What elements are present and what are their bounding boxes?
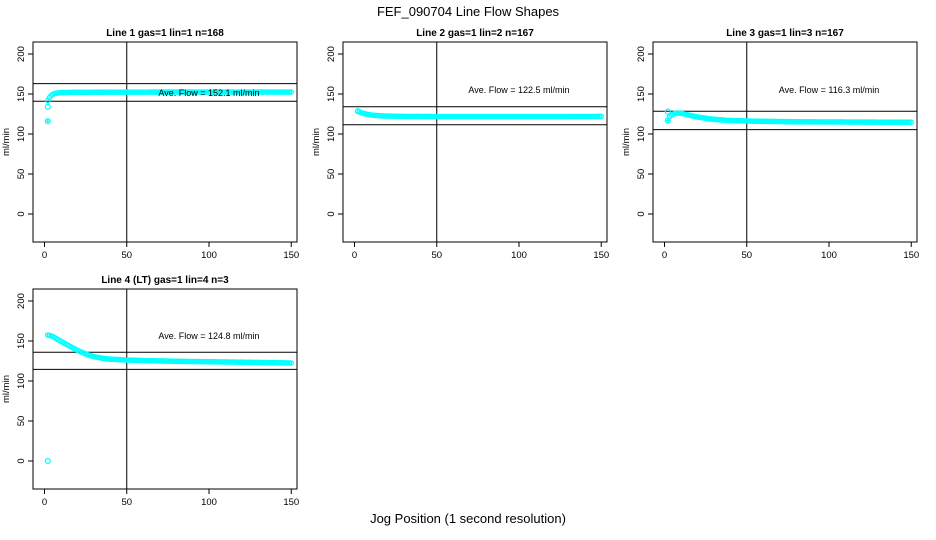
subplot-svg: 0 50 100 150 0 50 100 150 200 ml/min Line 4 (LT) g… (1, 275, 299, 508)
outlier-points (664, 108, 671, 124)
y-tick-label: 0 (636, 211, 647, 216)
x-axis: 0 50 100 150 (352, 242, 609, 261)
y-tick-label: 0 (326, 211, 337, 216)
subplot-svg: 0 50 100 150 0 50 100 150 200 ml/min Line 2 gas=1 … (311, 28, 609, 261)
subplot-svg: 0 50 100 150 0 50 100 150 200 ml/min Line 3 gas=1 … (621, 28, 919, 261)
outlier-circle (354, 108, 361, 115)
outlier-points (44, 103, 51, 125)
outlier-circle (664, 108, 671, 115)
subplot-title: Line 1 gas=1 lin=1 n=168 (106, 28, 224, 39)
y-axis: 0 50 100 150 200 (636, 46, 653, 217)
panel-line-2: 0 50 100 150 0 50 100 150 200 ml/min Line 2 gas=1 … (310, 25, 622, 272)
x-tick-label: 50 (121, 250, 132, 261)
reference-lines (33, 42, 297, 242)
y-axis: 0 50 100 150 200 (326, 46, 343, 217)
x-tick-label: 50 (431, 250, 442, 261)
x-axis: 0 50 100 150 (42, 242, 299, 261)
data-points (355, 108, 605, 120)
y-tick-label: 200 (326, 46, 337, 62)
plot-box (652, 41, 918, 243)
y-tick-label: 100 (326, 126, 337, 142)
x-tick-label: 50 (121, 497, 132, 508)
main-title: FEF_090704 Line Flow Shapes (376, 4, 560, 19)
x-axis: 0 50 100 150 (662, 242, 919, 261)
x-tick-label: 150 (283, 497, 299, 508)
y-tick-label: 100 (16, 126, 27, 142)
y-tick-label: 50 (326, 169, 337, 180)
reference-lines (653, 42, 917, 242)
x-tick-label: 150 (283, 250, 299, 261)
subplot-title: Line 2 gas=1 lin=2 n=167 (416, 28, 534, 39)
outlier-points (354, 108, 361, 115)
x-tick-label: 100 (201, 250, 217, 261)
y-tick-label: 200 (16, 293, 27, 309)
reference-lines (343, 42, 607, 242)
y-tick-label: 50 (16, 416, 27, 427)
y-tick-label: 150 (16, 333, 27, 349)
panel-line-3: 0 50 100 150 0 50 100 150 200 ml/min Line 3 gas=1 … (620, 25, 932, 272)
panel-line-4: 0 50 100 150 0 50 100 150 200 ml/min Line 4 (LT) g… (0, 272, 312, 519)
x-tick-label: 0 (352, 250, 357, 261)
ave-flow-annotation: Ave. Flow = 122.5 ml/min (468, 85, 569, 95)
y-axis-title: ml/min (621, 128, 632, 156)
x-tick-label: 150 (593, 250, 609, 261)
y-tick-label: 0 (16, 458, 27, 463)
y-tick-label: 150 (326, 86, 337, 102)
plot-box (32, 288, 298, 490)
x-axis-label: Jog Position (1 second resolution) (370, 511, 566, 526)
outlier-circle (44, 103, 51, 110)
ave-flow-annotation: Ave. Flow = 116.3 ml/min (779, 85, 879, 95)
y-tick-label: 50 (16, 169, 27, 180)
y-axis: 0 50 100 150 200 (16, 46, 33, 217)
x-tick-label: 150 (903, 250, 919, 261)
data-points (45, 332, 295, 366)
y-tick-label: 100 (16, 373, 27, 389)
y-tick-label: 100 (636, 126, 647, 142)
y-tick-label: 150 (636, 86, 647, 102)
x-tick-label: 0 (42, 250, 47, 261)
y-tick-label: 200 (636, 46, 647, 62)
x-axis: 0 50 100 150 (42, 489, 299, 508)
y-tick-label: 200 (16, 46, 27, 62)
subplot-svg: 0 50 100 150 0 50 100 150 200 ml/min Line 1 gas=1 … (1, 28, 299, 261)
y-tick-label: 50 (636, 169, 647, 180)
ave-flow-annotation: Ave. Flow = 124.8 ml/min (158, 331, 259, 341)
x-tick-label: 0 (42, 497, 47, 508)
outlier-circle (44, 457, 51, 465)
y-axis: 0 50 100 150 200 (16, 293, 33, 464)
ave-flow-annotation: Ave. Flow = 152.1 ml/min (158, 88, 259, 98)
x-tick-label: 100 (201, 497, 217, 508)
y-axis-title: ml/min (1, 128, 12, 156)
subplot-title: Line 4 (LT) gas=1 lin=4 n=3 (101, 275, 229, 286)
plot-box (342, 41, 608, 243)
data-points (45, 89, 295, 104)
x-tick-label: 100 (821, 250, 837, 261)
outlier-points (44, 457, 51, 465)
y-tick-label: 150 (16, 86, 27, 102)
subplot-title: Line 3 gas=1 lin=3 n=167 (726, 28, 844, 39)
x-tick-label: 0 (662, 250, 667, 261)
data-points (666, 110, 915, 126)
reference-lines (33, 289, 297, 489)
y-axis-title: ml/min (1, 375, 12, 403)
panel-line-1: 0 50 100 150 0 50 100 150 200 ml/min Line 1 gas=1 … (0, 25, 312, 272)
y-tick-label: 0 (16, 211, 27, 216)
x-tick-label: 50 (741, 250, 752, 261)
x-tick-label: 100 (511, 250, 527, 261)
y-axis-title: ml/min (311, 128, 322, 156)
plot-box (32, 41, 298, 243)
